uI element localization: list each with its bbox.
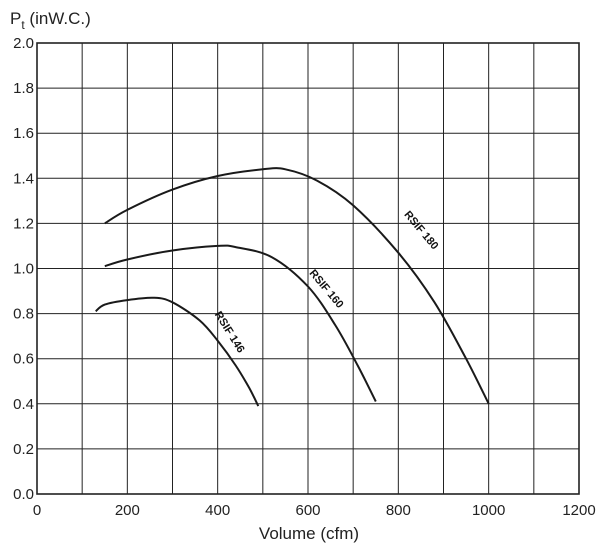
plot-frame — [36, 42, 580, 495]
series-line-rsif-180 — [104, 167, 490, 405]
y-tick-label: 0.6 — [13, 351, 34, 368]
y-tick-label: 1.6 — [13, 125, 34, 142]
series-label: RSIF 160 — [307, 267, 346, 310]
y-tick-label: 1.2 — [13, 215, 34, 232]
y-axis-label: Pt (inW.C.) — [10, 9, 91, 32]
series-label: RSIF 180 — [401, 209, 440, 252]
x-axis-label: Volume (cfm) — [259, 524, 359, 543]
x-tick-label: 800 — [386, 502, 411, 519]
grid — [36, 42, 580, 495]
y-tick-label: 0.2 — [13, 441, 34, 458]
x-tick-label: 1000 — [472, 502, 505, 519]
series-label: RSIF 146 — [212, 309, 247, 355]
y-tick-label: 0.0 — [13, 486, 34, 503]
x-tick-label: 0 — [33, 502, 41, 519]
y-tick-label: 1.8 — [13, 80, 34, 97]
x-tick-label: 600 — [295, 502, 320, 519]
y-tick-label: 2.0 — [13, 35, 34, 52]
y-tick-labels: 0.0 0.2 0.4 0.6 0.8 1.0 1.2 1.4 1.6 1.8 2.0 — [13, 35, 34, 503]
x-tick-labels: 0 200 400 600 800 1000 1200 — [33, 502, 596, 519]
series-line-rsif-146 — [95, 296, 260, 407]
y-tick-label: 1.0 — [13, 261, 34, 278]
x-tick-label: 400 — [205, 502, 230, 519]
x-tick-label: 200 — [115, 502, 140, 519]
series-line-rsif-160 — [104, 244, 377, 402]
y-tick-label: 0.8 — [13, 306, 34, 323]
curve-labels: RSIF 146 RSIF 160 RSIF 180 — [212, 209, 441, 355]
y-tick-label: 0.4 — [13, 396, 34, 413]
y-tick-label: 1.4 — [13, 170, 34, 187]
curves — [95, 167, 490, 407]
x-tick-label: 1200 — [562, 502, 595, 519]
